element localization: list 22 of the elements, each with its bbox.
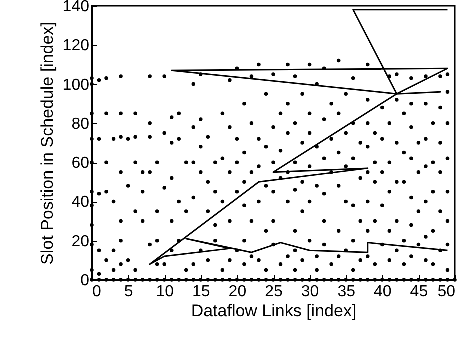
y-axis-title: Slot Position in Schedule [index]: [38, 22, 57, 265]
y-tick-label: 100: [62, 76, 90, 94]
y-tick-label: 20: [72, 233, 90, 250]
x-tick-label: 40: [374, 284, 392, 300]
x-tick-label: 10: [156, 284, 174, 300]
x-axis-title: Dataflow Links [index]: [191, 302, 357, 320]
y-tick-label: 60: [72, 155, 90, 172]
line-series: [149, 9, 448, 266]
x-tick-label: 20: [228, 284, 247, 300]
y-tick-label: 120: [62, 38, 90, 55]
x-tick-label: 5: [124, 284, 134, 300]
x-tick-label: 50: [438, 284, 456, 300]
x-tick-label: 45: [410, 284, 428, 300]
y-tick-label: 40: [72, 194, 90, 212]
y-tick-label: 80: [72, 116, 90, 133]
y-tick-label: 0: [80, 272, 90, 290]
y-tick-label: 140: [62, 0, 90, 16]
x-tick-label: 15: [192, 284, 210, 300]
x-tick-label: 25: [265, 284, 283, 300]
x-tick-label: 35: [338, 284, 356, 300]
x-tick-label: 30: [301, 284, 320, 300]
x-tick-label: 0: [92, 284, 102, 300]
